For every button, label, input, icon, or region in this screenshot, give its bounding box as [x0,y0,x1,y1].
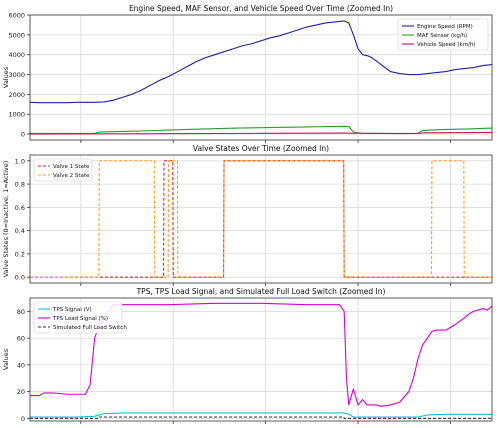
plot-frame [29,14,493,141]
chart-title: TPS, TPS Load Signal, and Simulated Full… [136,287,386,296]
plot-frame [29,154,493,284]
legend: TPS Signal (V) TPS Load Signal (%) Simulat… [33,301,127,334]
legend-label: Vehicle Speed (km/h) [417,42,476,48]
y-tick-label: 5000 [8,31,25,39]
y-tick-label: 2000 [8,91,25,99]
series-line-1 [29,20,493,104]
legend-box [33,301,123,334]
y-tick-label: 40 [17,361,25,369]
y-tick-label: 1.0 [15,157,25,165]
legend-label: Valve 1 State [53,164,90,170]
y-tick-label: 1000 [8,111,25,119]
legend-label: TPS Signal (V) [52,307,92,313]
y-axis-label: Values [2,348,10,370]
y-tick-label: 6000 [8,12,25,20]
chart-title: Valve States Over Time (Zoomed In) [193,144,329,153]
series-line-1 [30,160,492,278]
y-axis-label: Valve States (0=Inactive, 1=Active) [2,161,10,278]
series-line-1 [30,412,492,418]
legend-label: Simulated Full Load Switch [53,325,127,331]
plot-area [30,155,492,283]
y-tick-label: 20 [17,388,25,396]
series-line-2 [30,302,493,407]
chart-title: Engine Speed, MAF Sensor, and Vehicle Sp… [129,4,393,13]
series-line-2 [30,160,492,278]
series-line-3 [29,131,493,135]
legend-label: TPS Load Signal (%) [52,316,108,322]
chart-panel-2: 0.0 0.2 0.4 0.6 0.8 1.0 Valve States Over Time… [2,144,493,286]
y-tick-label: 0 [21,131,25,139]
legend-box [397,18,489,51]
plot-frame [29,297,493,422]
y-tick-label: 60 [17,335,25,343]
legend-label: Engine Speed (RPM) [417,24,473,30]
legend-label: Valve 2 State [53,173,90,179]
legend: Valve 1 State Valve 2 State [33,158,93,182]
y-tick-label: 80 [17,308,25,316]
y-tick-label: 0 [21,415,25,423]
y-tick-label: 3000 [8,71,25,79]
legend-label: MAF Sensor (kg/h) [417,33,467,39]
chart-panel-3: 0 20 40 60 80 TPS, TPS Load Signal, and Simul… [2,287,493,424]
y-tick-label: 0.6 [15,204,25,212]
y-tick-label: 0.4 [15,227,25,235]
series-line-3 [30,416,492,419]
chart-panel-1: 0 1000 2000 3000 4000 5000 6000 Engine Speed, M… [2,4,493,143]
y-tick-label: 0.8 [15,181,25,189]
y-tick-label: 0.0 [15,274,25,282]
y-axis-label: Values [2,66,10,88]
legend: Engine Speed (RPM) MAF Sensor (kg/h) Vehic… [397,18,489,51]
y-tick-label: 4000 [8,51,25,59]
y-tick-label: 0.2 [15,250,25,258]
